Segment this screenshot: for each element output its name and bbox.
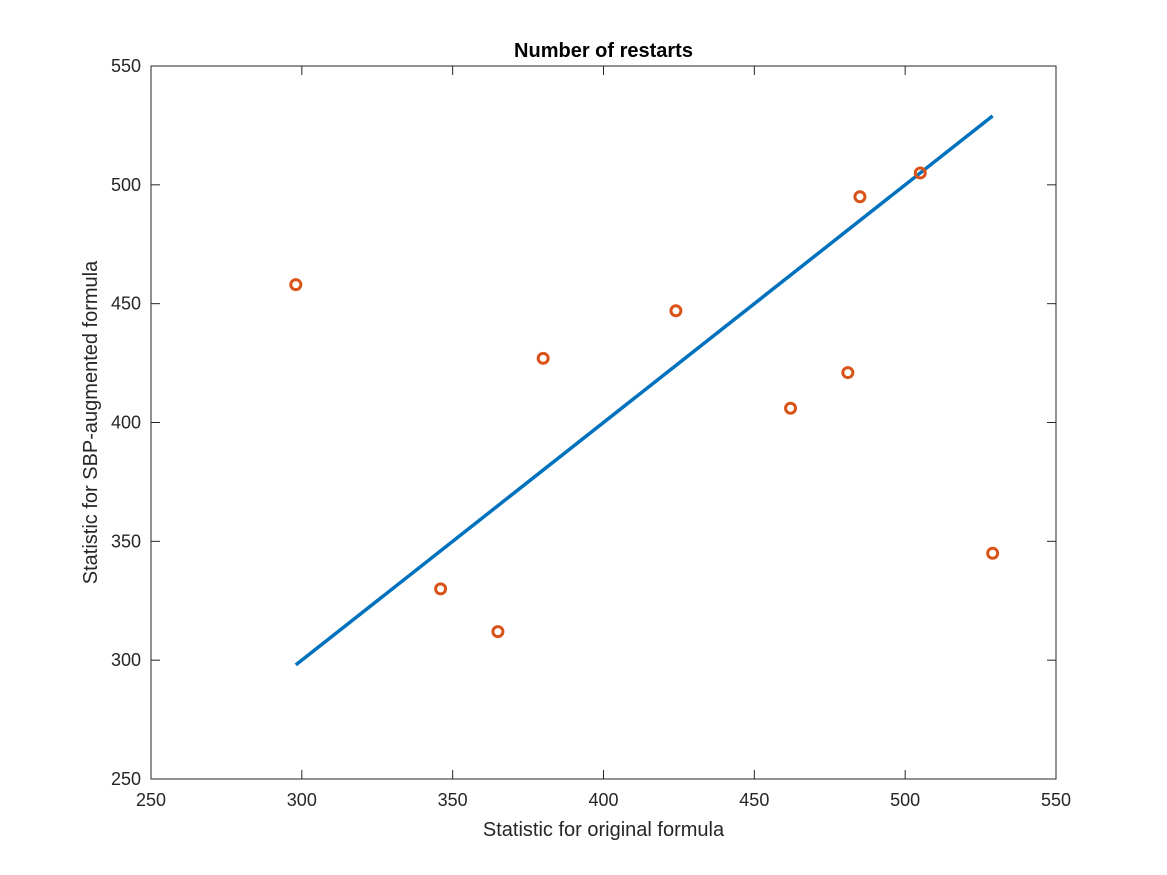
x-axis-label: Statistic for original formula: [483, 819, 725, 841]
scatter-point: [986, 546, 1000, 560]
x-tick-label: 500: [890, 790, 920, 810]
axis-ticks: [150, 65, 1057, 780]
scatter-point: [669, 304, 683, 318]
y-tick-label: 450: [111, 294, 141, 314]
x-tick-label: 250: [136, 790, 166, 810]
data-series: [289, 114, 1000, 667]
y-axis-label: Statistic for SBP-augmented formula: [80, 260, 102, 584]
scatter-point: [289, 278, 303, 292]
fit-line: [294, 114, 994, 667]
x-tick-label: 550: [1041, 790, 1071, 810]
scatter-point: [491, 625, 505, 639]
x-tick-label: 350: [438, 790, 468, 810]
scatter-point: [434, 582, 448, 596]
y-tick-label: 550: [111, 56, 141, 76]
y-tick-label: 300: [111, 650, 141, 670]
scatter-point: [536, 351, 550, 365]
scatter-point: [913, 166, 927, 180]
y-tick-label: 250: [111, 769, 141, 789]
y-tick-label: 400: [111, 413, 141, 433]
scatter-point: [784, 401, 798, 415]
x-tick-label: 450: [739, 790, 769, 810]
x-tick-label: 300: [287, 790, 317, 810]
tick-labels: 250 300 350 400 450 500 550 250 300 350 400 450 500 5…: [111, 56, 1071, 810]
y-tick-label: 350: [111, 531, 141, 551]
y-tick-label: 500: [111, 175, 141, 195]
scatter-point: [853, 190, 867, 204]
scatter-point: [841, 366, 855, 380]
x-tick-label: 400: [588, 790, 618, 810]
chart-title: Number of restarts: [514, 40, 693, 62]
